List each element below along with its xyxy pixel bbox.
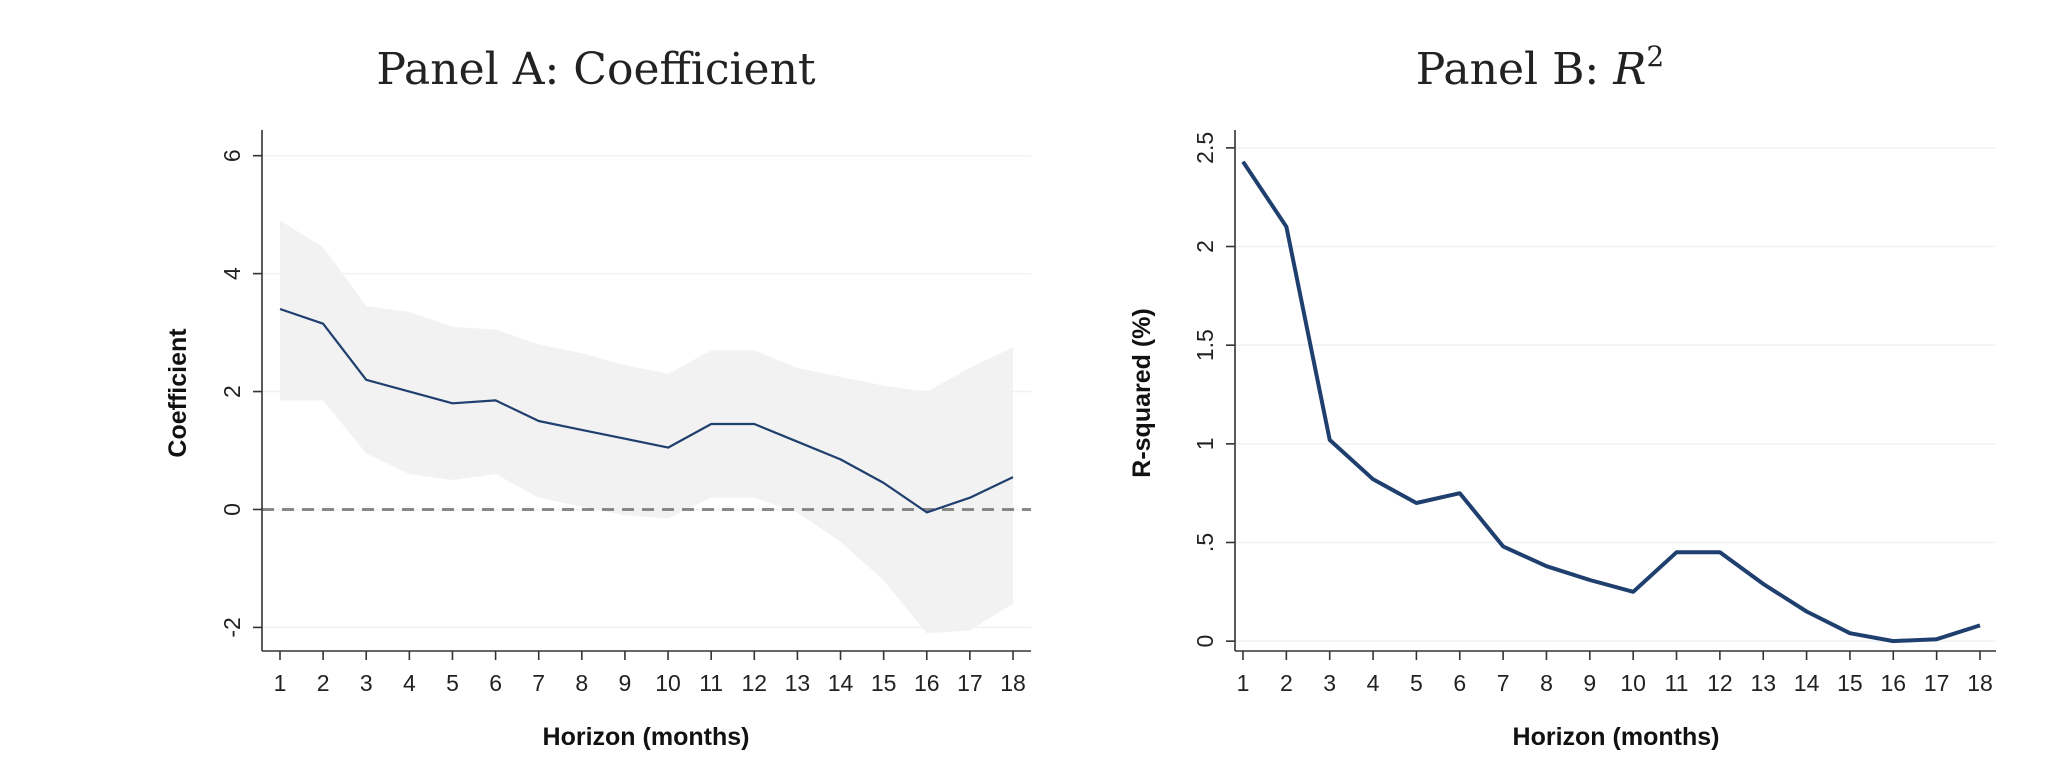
panel-b-y-tick-label: 2 <box>1192 240 1218 253</box>
panel-a-title: Panel A: Coefficient <box>376 44 816 95</box>
panel-a-x-tick-label: 6 <box>489 670 502 696</box>
panel-a-x-tick-label: 3 <box>360 670 373 696</box>
panel-b-r-squared-line <box>1241 160 1981 644</box>
panel-b-x-tick-label: 4 <box>1367 670 1380 696</box>
panel-b-x-tick-label: 5 <box>1410 670 1423 696</box>
panel-a-y-tick-label: 4 <box>219 267 245 280</box>
panel-a-x-tick-label: 18 <box>1000 670 1026 696</box>
panel-b-title: Panel B: R2 <box>1416 40 1664 95</box>
panel-a-x-tick-label: 8 <box>575 670 588 696</box>
panel-b-x-tick-label: 13 <box>1750 670 1776 696</box>
panel-a-y-tick-label: 2 <box>219 385 245 398</box>
panel-b-x-tick-label: 8 <box>1540 670 1553 696</box>
panel-b-x-tick-label: 2 <box>1280 670 1293 696</box>
panel-b-x-tick-label: 16 <box>1880 670 1906 696</box>
panel-b-x-axis-label: Horizon (months) <box>1513 723 1720 751</box>
panel-a-x-tick-label: 16 <box>914 670 940 696</box>
panel-b-x-tick-label: 15 <box>1837 670 1863 696</box>
panel-b-x-tick-label: 7 <box>1497 670 1510 696</box>
panel-a-x-tick-label: 17 <box>957 670 983 696</box>
panel-b-x-tick-label: 10 <box>1620 670 1646 696</box>
panel-b-title-superscript: 2 <box>1646 40 1664 73</box>
panel-a-x-axis-label: Horizon (months) <box>543 723 750 751</box>
panel-b-x-tick-label: 14 <box>1794 670 1820 696</box>
panel-b-y-tick-label: 0 <box>1192 635 1218 648</box>
panel-a-coefficient-line <box>279 307 1014 514</box>
panel-a-y-ticks: -2 0 2 4 6 <box>219 149 262 638</box>
panel-b-y-axis-label: R-squared (%) <box>1128 308 1156 477</box>
panel-a-confidence-band <box>280 220 1013 634</box>
panel-b-y-tick-label: 1 <box>1192 437 1218 450</box>
panel-b-x-tick-label: 1 <box>1237 670 1250 696</box>
panel-a-x-tick-label: 9 <box>619 670 632 696</box>
panel-b-x-tick-label: 3 <box>1323 670 1336 696</box>
panel-a-x-tick-label: 2 <box>317 670 330 696</box>
panel-b-x-tick-label: 17 <box>1924 670 1950 696</box>
panel-a-x-ticks: 1 2 3 4 5 6 7 8 9 10 11 12 13 14 15 16 17 18 <box>274 651 1026 696</box>
panel-b-x-tick-label: 9 <box>1583 670 1596 696</box>
panel-b-x-tick-label: 12 <box>1707 670 1733 696</box>
panel-b-x-tick-label: 11 <box>1665 670 1689 696</box>
panel-b-x-tick-label: 18 <box>1967 670 1993 696</box>
panel-b-title-math: R <box>1612 44 1646 95</box>
panel-a-y-axis-label: Coefficient <box>164 328 192 458</box>
panel-a-x-tick-label: 15 <box>871 670 897 696</box>
panel-b-y-tick-label: 1.5 <box>1192 329 1218 361</box>
panel-a-x-tick-label: 1 <box>274 670 287 696</box>
panel-a-y-tick-label: 6 <box>219 149 245 162</box>
panel-b-y-ticks: 0 .5 1 1.5 2 2.5 <box>1192 132 1235 648</box>
panel-a-x-tick-label: 5 <box>446 670 459 696</box>
panel-a-x-tick-label: 13 <box>785 670 811 696</box>
panel-a-y-tick-label: -2 <box>219 617 245 637</box>
panel-b-x-tick-label: 6 <box>1453 670 1466 696</box>
panel-a-x-tick-label: 11 <box>699 670 723 696</box>
panel-b-y-tick-label: .5 <box>1192 533 1218 552</box>
panel-b-title-text: Panel B: <box>1416 44 1613 95</box>
panel-a-x-tick-label: 7 <box>532 670 545 696</box>
panel-a-x-tick-label: 12 <box>741 670 767 696</box>
panel-a-x-tick-label: 10 <box>655 670 681 696</box>
panel-a-y-tick-label: 0 <box>219 503 245 516</box>
panel-b-y-tick-label: 2.5 <box>1192 132 1218 164</box>
panel-b-x-ticks: 1 2 3 4 5 6 7 8 9 10 11 12 13 14 15 16 17 18 <box>1237 651 1993 696</box>
panel-a-x-tick-label: 14 <box>828 670 854 696</box>
panel-a-x-tick-label: 4 <box>403 670 416 696</box>
panel-b: Panel B: R2 0.511.522.5 1 2 3 4 5 6 7 8 9 10 11 12 1… <box>1128 40 1996 751</box>
panel-b-gridlines <box>1235 147 1996 642</box>
